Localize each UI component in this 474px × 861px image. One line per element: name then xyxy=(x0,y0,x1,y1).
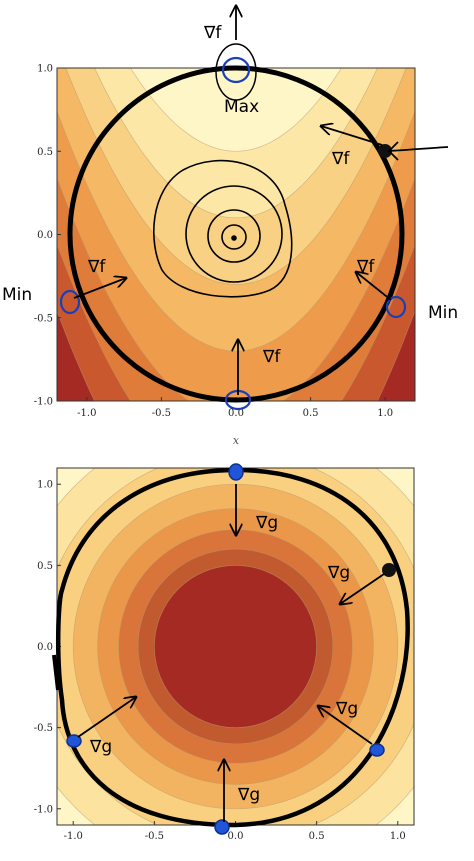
x-tick-label: 0.0 xyxy=(228,831,244,842)
grad-g-label-right-low: ∇g xyxy=(335,699,358,719)
y-tick-label: 0.0 xyxy=(37,230,53,241)
y-tick-label: 0.5 xyxy=(37,561,53,572)
grad-f-label-top: ∇f xyxy=(203,23,222,43)
x-tick-label: 1.0 xyxy=(377,408,393,419)
x-tick-label: 1.0 xyxy=(390,831,406,842)
hand-drawn-level-curves xyxy=(153,159,293,298)
gradient-arrows-2 xyxy=(77,484,385,822)
x-tick-label: -1.0 xyxy=(64,831,83,842)
x-tick-label: 0.5 xyxy=(303,408,319,419)
y-tick-label: 0.0 xyxy=(37,642,53,653)
g-axis-ticks: -1.0 -0.5 0.0 0.5 1.0 1.0 0.5 0.0 -0.5 -1.0 xyxy=(34,480,406,842)
min-marker-left-2 xyxy=(66,734,82,748)
grad-f-label-right: ∇f xyxy=(331,149,350,169)
x-tick-label: 0.0 xyxy=(228,408,244,419)
y-tick-label: 1.0 xyxy=(37,64,53,75)
x-tick-label: -0.5 xyxy=(145,831,164,842)
plot-g-contours: -1.0 -0.5 0.0 0.5 1.0 1.0 0.5 0.0 -0.5 -1.0 ∇g ∇g… xyxy=(34,463,415,842)
grad-g-label-top: ∇g xyxy=(255,513,278,533)
x-tick-label: 0.5 xyxy=(309,831,325,842)
plot-f-contours: -1.0 -0.5 0.0 0.5 1.0 1.0 0.5 0.0 -0.5 -1.0 x xyxy=(2,0,458,447)
max-outline xyxy=(215,43,257,101)
y-tick-label: -0.5 xyxy=(34,313,53,324)
constraint-stroke-left xyxy=(52,654,60,691)
min-label-right: Min xyxy=(428,303,458,323)
grad-f-label-left: ∇f xyxy=(87,257,106,277)
max-label: Max xyxy=(224,97,259,117)
g-contour-bands xyxy=(57,468,414,825)
f-contour-bands xyxy=(57,68,415,401)
max-marker-2 xyxy=(228,463,244,481)
max-marker xyxy=(221,56,251,84)
y-tick-label: 1.0 xyxy=(37,480,53,491)
y-tick-label: -1.0 xyxy=(34,397,53,408)
gradient-arrows xyxy=(73,6,449,395)
min-marker-right-2 xyxy=(369,743,385,757)
point-marker-2 xyxy=(382,563,396,577)
constraint-circle xyxy=(67,65,405,403)
grad-g-label-right: ∇g xyxy=(327,563,350,583)
y-tick-label: -1.0 xyxy=(34,804,53,815)
x-tick-label: -0.5 xyxy=(152,408,171,419)
grad-f-label-right-low: ∇f xyxy=(356,257,375,277)
y-tick-label: 0.5 xyxy=(37,147,53,158)
bottom-marker-2 xyxy=(214,819,230,835)
contour-band xyxy=(154,565,317,728)
extrema-markers xyxy=(59,56,407,411)
grad-f-label-bottom: ∇f xyxy=(262,347,281,367)
x-tick-label: -1.0 xyxy=(77,408,96,419)
min-marker-right xyxy=(385,295,407,319)
grad-g-label-bottom: ∇g xyxy=(237,785,260,805)
min-marker-left xyxy=(59,289,81,315)
min-label-left: Min xyxy=(2,285,32,305)
point-marker xyxy=(378,144,392,158)
x-axis-label: x xyxy=(233,434,240,447)
extrema-markers-2 xyxy=(66,463,385,835)
contour-band xyxy=(130,68,342,152)
constraint-circle-2 xyxy=(55,467,410,828)
y-tick-label: -0.5 xyxy=(34,723,53,734)
grad-g-label-left: ∇g xyxy=(89,737,112,757)
